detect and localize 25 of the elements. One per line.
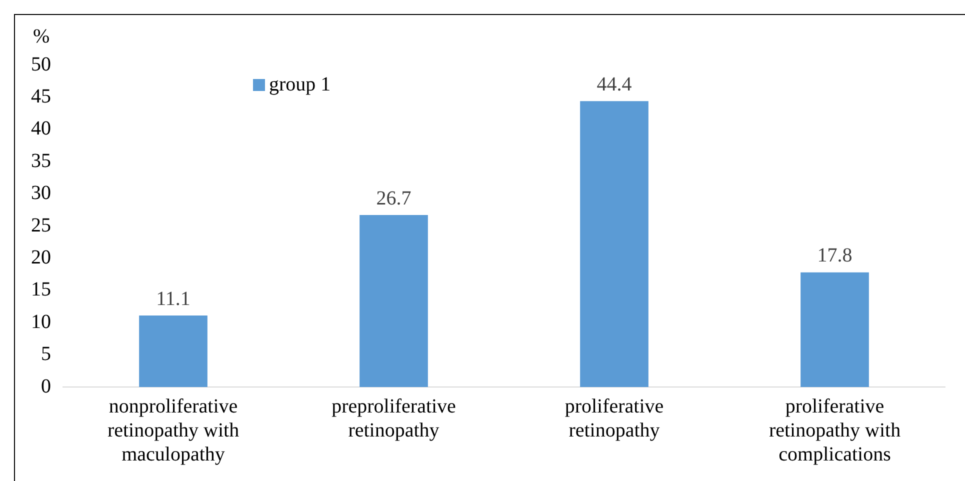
y-tick-label: 45 (31, 85, 51, 108)
legend-label: group 1 (269, 73, 331, 96)
y-tick-label: 5 (41, 343, 51, 366)
bar (580, 101, 648, 387)
x-tick-label: proliferative retinopathy with complications (768, 395, 901, 466)
y-tick-label: 40 (31, 118, 51, 140)
x-tick-label: nonproliferative retinopathy with maculopathy (107, 395, 240, 466)
bar (139, 316, 208, 387)
data-label: 11.1 (156, 288, 190, 310)
y-tick-label: 35 (31, 150, 51, 172)
x-tick-label: proliferative retinopathy (564, 395, 664, 442)
y-axis-title: % (33, 25, 50, 48)
bar (360, 215, 428, 387)
y-tick-label: 0 (41, 375, 51, 398)
x-tick-label: preproliferative retinopathy (332, 395, 456, 442)
data-label: 44.4 (596, 73, 632, 96)
y-tick-label: 15 (31, 278, 51, 301)
data-label: 26.7 (376, 187, 412, 210)
y-tick-label: 50 (31, 53, 51, 76)
y-tick-label: 25 (31, 214, 51, 236)
y-tick-label: 10 (31, 310, 51, 333)
bar (800, 272, 869, 387)
data-label: 17.8 (817, 244, 852, 267)
y-tick-label: 30 (31, 182, 51, 204)
y-tick-label: 20 (31, 246, 51, 268)
